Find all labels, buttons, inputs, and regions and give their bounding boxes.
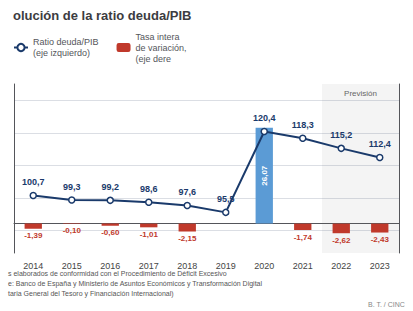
svg-text:-1,39: -1,39 xyxy=(24,231,43,240)
svg-text:-0,60: -0,60 xyxy=(101,228,120,237)
svg-text:2020: 2020 xyxy=(254,261,274,271)
svg-text:120,4: 120,4 xyxy=(253,113,276,123)
svg-text:-2,43: -2,43 xyxy=(371,235,390,244)
svg-text:2016: 2016 xyxy=(100,261,120,271)
svg-text:-1,74: -1,74 xyxy=(294,233,313,242)
svg-text:Ratio deuda/PIB: Ratio deuda/PIB xyxy=(33,37,99,47)
svg-text:Tasa intera: Tasa intera xyxy=(136,32,180,42)
svg-text:2014: 2014 xyxy=(23,261,43,271)
svg-text:olución de la ratio deuda/PIB: olución de la ratio deuda/PIB xyxy=(13,8,191,23)
svg-text:e: Banco de España y Ministeri: e: Banco de España y Ministerio de Asunt… xyxy=(8,280,263,288)
svg-text:2018: 2018 xyxy=(177,261,197,271)
svg-text:s elaborados de conformidad co: s elaborados de conformidad con el Proce… xyxy=(8,270,227,277)
svg-text:(eje izquierdo): (eje izquierdo) xyxy=(33,48,90,58)
svg-text:2021: 2021 xyxy=(293,261,313,271)
svg-text:Previsión: Previsión xyxy=(344,89,377,98)
svg-text:2022: 2022 xyxy=(331,261,351,271)
svg-text:26,07: 26,07 xyxy=(260,165,269,186)
svg-text:taria General del Tesoro y Fin: taria General del Tesoro y Financiación … xyxy=(8,290,174,298)
svg-text:100,7: 100,7 xyxy=(22,177,45,187)
svg-text:-2,15: -2,15 xyxy=(178,234,197,243)
svg-text:2019: 2019 xyxy=(216,261,236,271)
svg-text:2017: 2017 xyxy=(139,261,159,271)
svg-text:99,3: 99,3 xyxy=(63,182,81,192)
svg-text:99,2: 99,2 xyxy=(101,182,119,192)
svg-text:115,2: 115,2 xyxy=(330,130,352,140)
svg-text:2023: 2023 xyxy=(370,261,390,271)
svg-text:-2,62: -2,62 xyxy=(332,236,351,245)
svg-text:97,6: 97,6 xyxy=(178,187,196,197)
svg-text:95,5: 95,5 xyxy=(217,194,235,204)
svg-text:112,4: 112,4 xyxy=(369,139,391,149)
svg-text:-0,10: -0,10 xyxy=(63,226,82,235)
svg-text:B. T. / CINC: B. T. / CINC xyxy=(368,301,405,308)
svg-text:-1,01: -1,01 xyxy=(140,230,159,239)
svg-text:(eje dere: (eje dere xyxy=(136,54,172,64)
svg-text:2015: 2015 xyxy=(62,261,82,271)
svg-text:98,6: 98,6 xyxy=(140,184,158,194)
svg-text:de variación,: de variación, xyxy=(136,43,190,53)
svg-text:118,3: 118,3 xyxy=(292,120,314,130)
